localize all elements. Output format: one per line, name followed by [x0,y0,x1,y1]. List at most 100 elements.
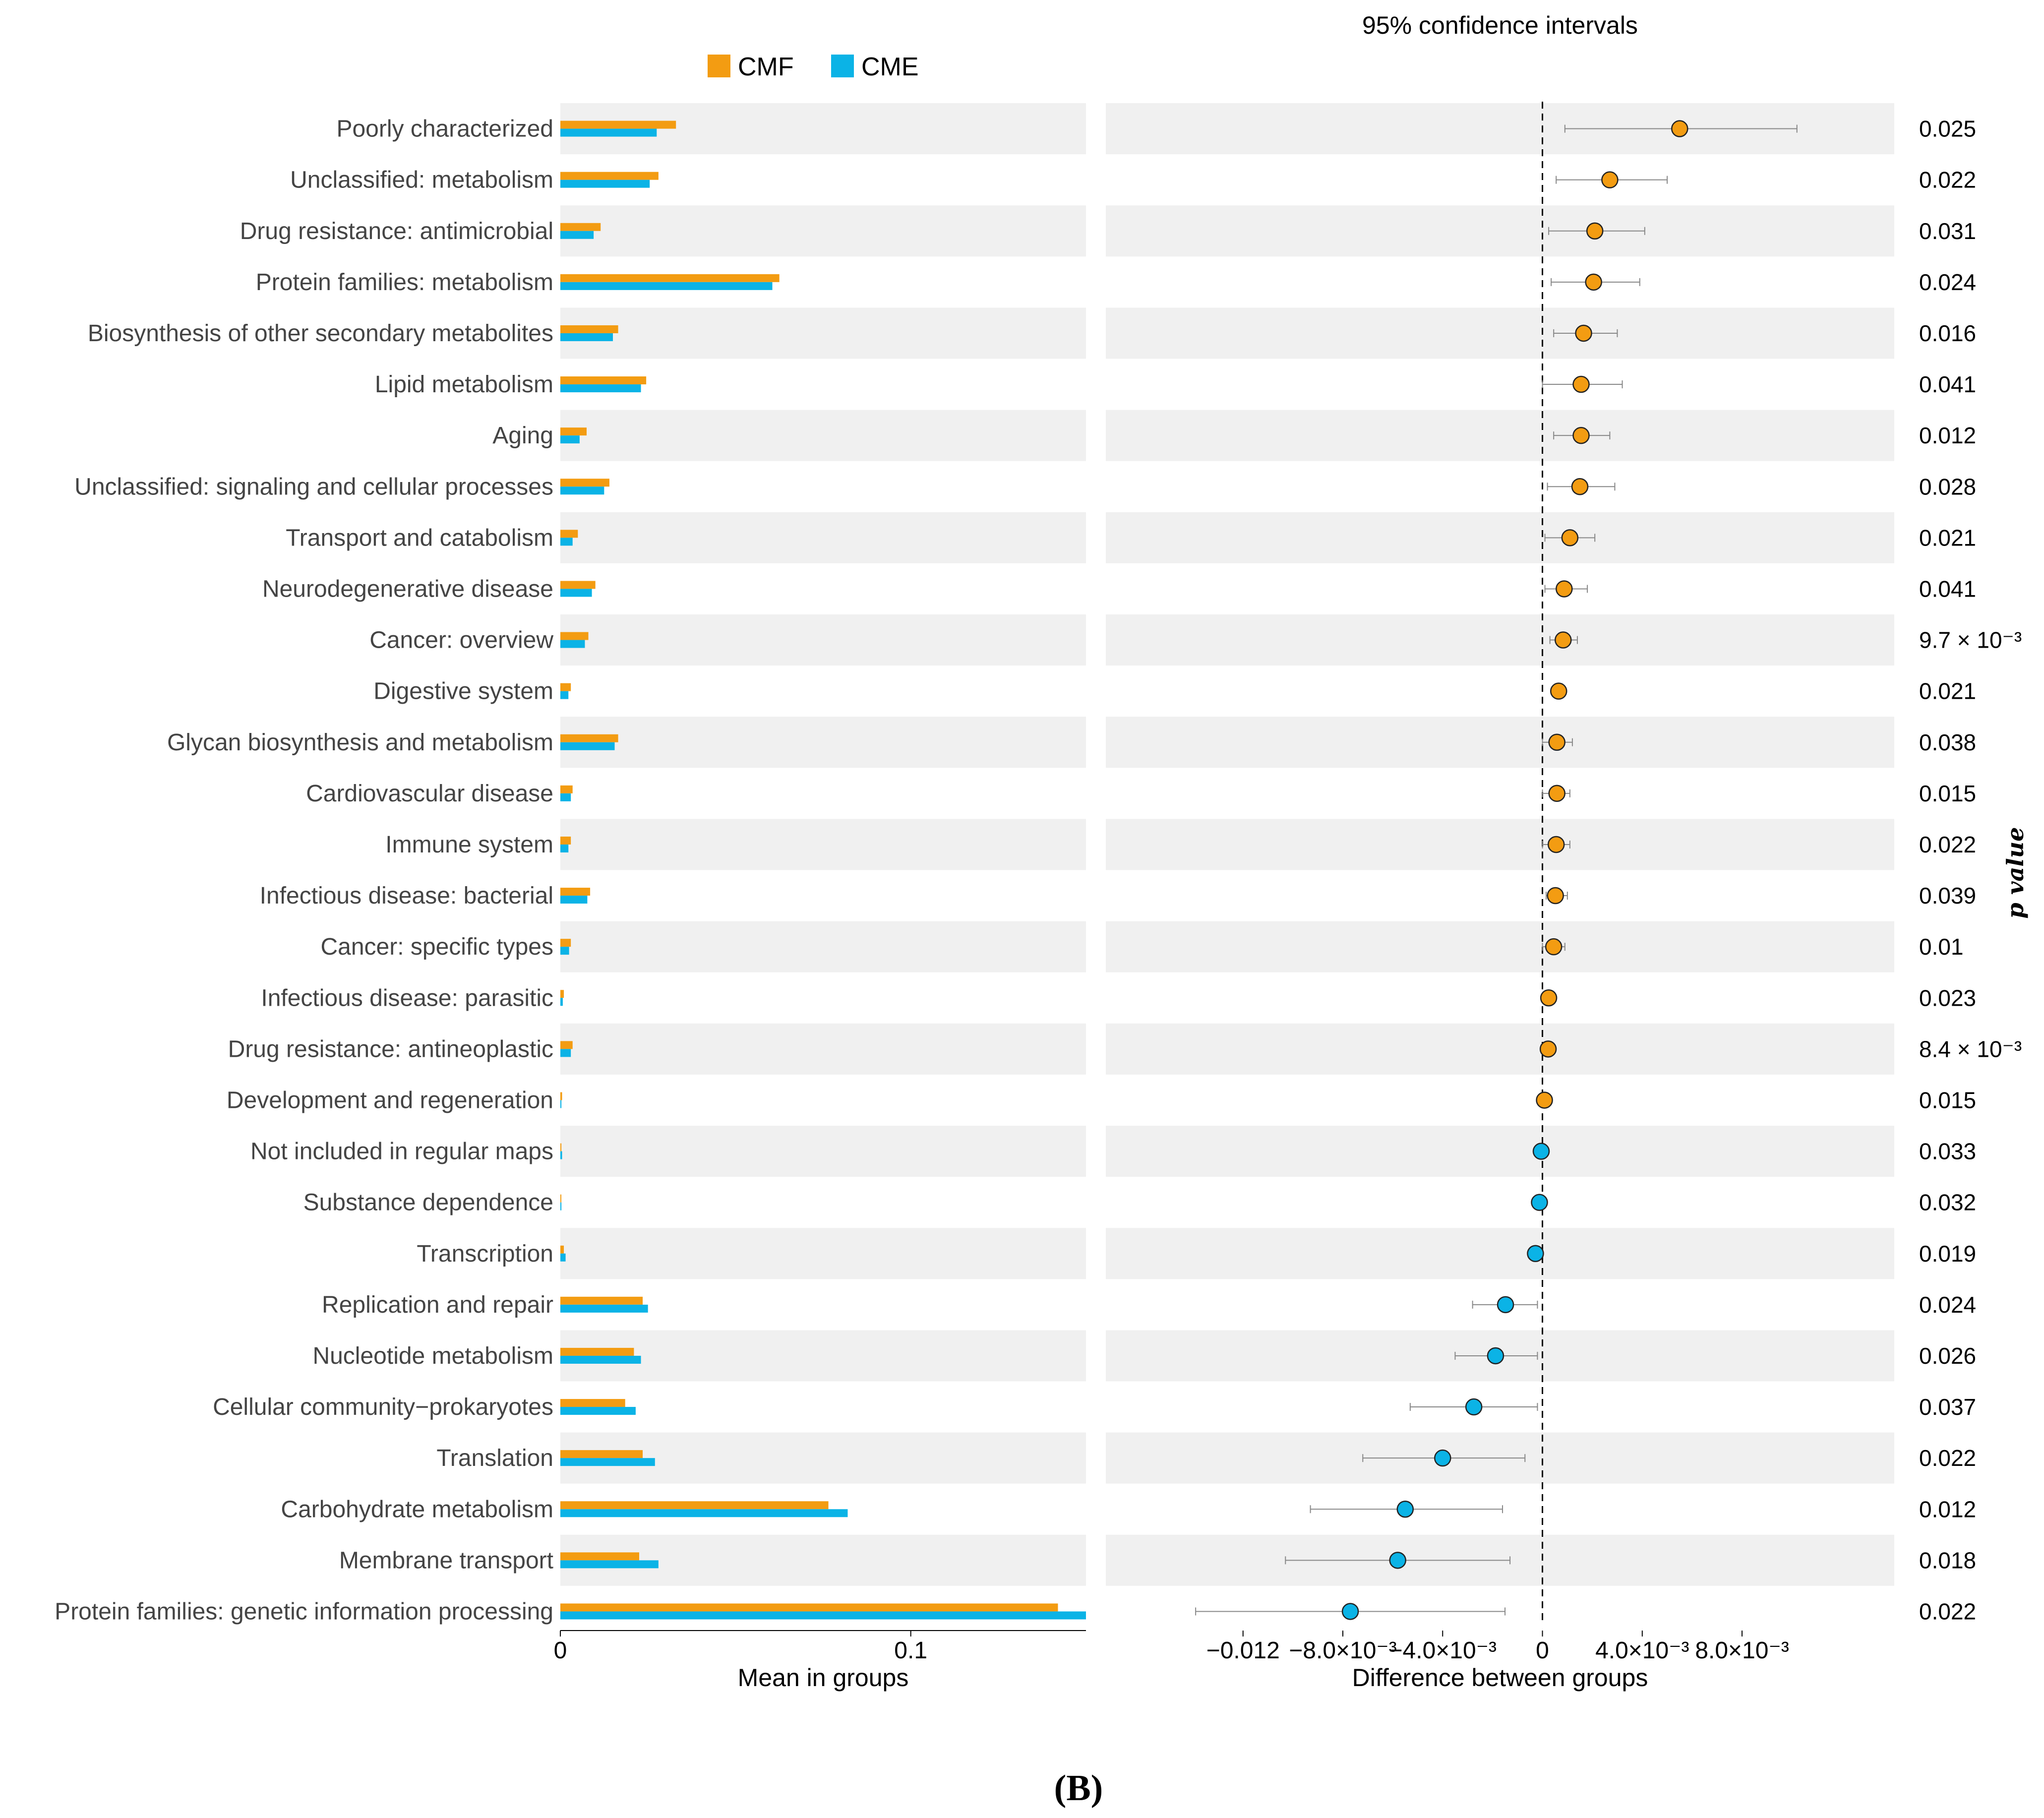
bar-cmf [560,1245,564,1254]
category-label: Digestive system [373,678,553,705]
bar-cmf [560,479,609,487]
p-value: 0.024 [1919,1292,1976,1318]
category-label: Aging [492,423,553,449]
left-row-stripe [560,1023,1086,1075]
category-label: Carbohydrate metabolism [281,1496,553,1522]
p-value: 0.015 [1919,1087,1976,1113]
difference-point [1571,478,1589,495]
difference-point [1585,273,1602,291]
bar-cmf [560,376,647,385]
left-row-stripe [560,717,1086,768]
p-value: 0.039 [1919,883,1976,909]
difference-point [1572,426,1590,444]
bar-cme [560,1458,655,1466]
left-row-stripe [560,1330,1086,1382]
p-value: 0.032 [1919,1190,1976,1215]
p-value: 0.022 [1919,167,1976,193]
category-label: Drug resistance: antineoplastic [228,1036,553,1062]
category-label: Not included in regular maps [250,1139,553,1165]
difference-point [1341,1603,1359,1620]
p-value: 0.012 [1919,423,1976,448]
category-label: Cellular community−prokaryotes [213,1394,553,1420]
bar-cme [560,1304,648,1313]
bar-cmf [560,1399,625,1407]
p-value: 0.041 [1919,371,1976,397]
left-row-stripe [560,1228,1086,1279]
mean-bars [560,121,1086,1620]
right-tick-label: 4.0×10⁻³ [1595,1637,1689,1664]
p-value: 8.4 × 10⁻³ [1919,1036,2022,1062]
difference-point [1487,1347,1504,1365]
p-value: 0.01 [1919,934,1964,960]
difference-point [1556,580,1573,598]
bar-cme [560,1560,659,1569]
difference-point [1561,529,1579,546]
bar-cmf [560,888,591,896]
bar-cme [560,640,585,648]
panel-label: (B) [1054,1768,1103,1809]
right-row-stripe [1106,819,1894,870]
category-label: Transport and catabolism [286,525,553,551]
bar-cme [560,1355,641,1364]
right-row-stripe [1106,307,1894,359]
category-label: Lipid metabolism [375,371,553,398]
bar-cme [560,1253,566,1262]
bar-cme [560,128,657,137]
p-value: 0.019 [1919,1241,1976,1267]
right-tick-label: −4.0×10⁻³ [1389,1637,1497,1664]
bar-cmf [560,530,578,538]
category-label: Cardiovascular disease [306,781,553,807]
difference-point [1396,1501,1414,1518]
bar-cmf [560,1092,562,1100]
left-row-stripe [560,205,1086,257]
p-value: 0.023 [1919,985,1976,1011]
bar-cme [560,589,592,597]
bar-cmf [560,121,676,129]
difference-point [1540,989,1558,1007]
category-label: Drug resistance: antimicrobial [240,218,553,244]
bar-cme [560,384,641,393]
right-row-stripe [1106,1023,1894,1075]
legend-swatch-cmf [708,55,730,77]
p-value: 0.025 [1919,116,1976,142]
bar-cmf [560,632,589,640]
difference-point [1531,1194,1548,1211]
right-tick-label: −8.0×10⁻³ [1289,1637,1397,1664]
bar-cme [560,793,571,801]
difference-point [1586,222,1604,240]
bar-cmf [560,836,571,845]
legend: CMF CME [708,53,919,81]
left-x-axis: 0 0.1 [554,1630,1086,1664]
left-row-stripe [560,614,1086,666]
bar-cmf [560,1501,829,1510]
bar-cme [560,1407,636,1415]
category-label: Replication and repair [322,1292,553,1318]
p-value: 0.024 [1919,269,1976,295]
p-value: 9.7 × 10⁻³ [1919,627,2022,653]
p-value: 0.015 [1919,781,1976,806]
legend-label-cme: CME [861,53,919,81]
difference-point [1527,1245,1544,1262]
category-label: Glycan biosynthesis and metabolism [167,729,553,756]
bar-cme [560,691,569,699]
right-row-stripe [1106,410,1894,461]
p-value: 0.038 [1919,729,1976,755]
p-value: 0.031 [1919,218,1976,244]
difference-point [1550,682,1567,700]
bar-cmf [560,1296,643,1305]
difference-point [1465,1398,1483,1416]
category-label: Substance dependence [303,1190,553,1216]
category-label: Translation [436,1445,553,1471]
bar-cme [560,998,563,1006]
p-value: 0.022 [1919,1598,1976,1624]
bar-cme [560,231,594,239]
right-row-stripe [1106,1228,1894,1279]
difference-points [1341,120,1688,1620]
right-row-stripe [1106,717,1894,768]
left-row-stripe [560,921,1086,972]
bar-cmf [560,1041,573,1049]
difference-point [1575,324,1592,342]
bar-cmf [560,1603,1058,1612]
category-label: Development and regeneration [227,1087,553,1113]
category-label: Cancer: specific types [320,934,553,960]
